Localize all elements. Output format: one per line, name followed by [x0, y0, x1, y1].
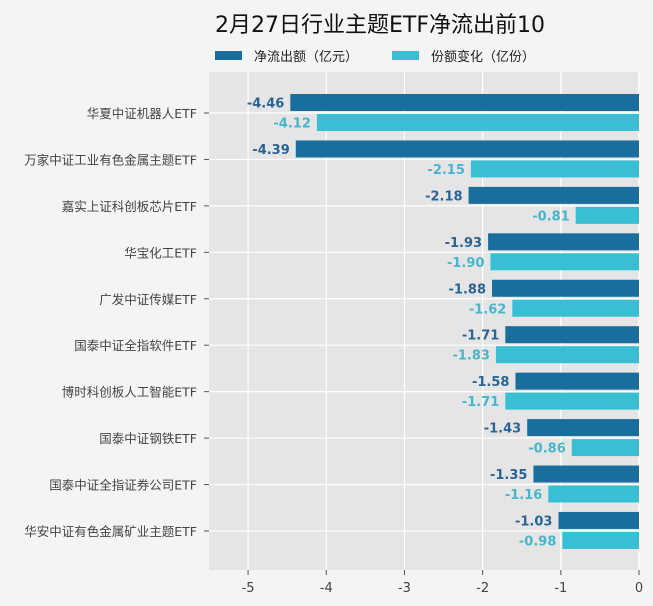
bar-net-outflow — [515, 372, 639, 390]
bar-share-change — [571, 439, 639, 457]
x-axis: -5 -4 -3 -2 -1 0 — [242, 570, 643, 596]
legend-swatch-0 — [215, 51, 242, 60]
category-label: 国泰中证全指证券公司ETF — [49, 478, 197, 493]
data-label: -1.03 — [515, 514, 552, 529]
data-label: -1.71 — [462, 395, 499, 410]
data-label: -4.46 — [247, 97, 284, 112]
bar-share-change — [548, 485, 639, 503]
bar-net-outflow — [558, 511, 639, 529]
x-tick-label: -4 — [320, 581, 333, 596]
data-label: -0.86 — [528, 442, 565, 457]
bar-share-change — [495, 346, 639, 364]
legend-swatch-1 — [392, 51, 419, 60]
bar-share-change — [490, 253, 639, 271]
bar-net-outflow — [505, 326, 639, 344]
bar-net-outflow — [295, 140, 639, 158]
data-label: -4.12 — [273, 117, 310, 132]
data-label: -1.58 — [472, 375, 509, 390]
data-label: -1.83 — [452, 349, 489, 364]
x-tick-label: -1 — [554, 581, 567, 596]
bar-share-change — [505, 392, 639, 410]
data-label: -4.39 — [252, 143, 289, 158]
bar-net-outflow — [527, 419, 639, 437]
data-label: -1.62 — [469, 302, 506, 317]
x-tick-label: -2 — [476, 581, 489, 596]
x-tick-label: 0 — [635, 581, 643, 596]
bar-share-change — [562, 531, 639, 549]
x-tick-label: -3 — [398, 581, 411, 596]
data-label: -1.71 — [462, 329, 499, 344]
chart-title: 2月27日行业主题ETF净流出前10 — [215, 13, 545, 38]
bar-net-outflow — [492, 279, 639, 297]
category-label: 华宝化工ETF — [124, 245, 197, 260]
legend-label-1: 份额变化（亿份） — [431, 49, 535, 65]
category-label: 华夏中证机器人ETF — [87, 106, 197, 121]
legend-label-0: 净流出额（亿元） — [254, 50, 358, 65]
legend: 净流出额（亿元） 份额变化（亿份） — [215, 49, 535, 65]
category-label: 国泰中证全指软件ETF — [74, 338, 197, 353]
bar-net-outflow — [290, 94, 639, 111]
category-labels: 华夏中证机器人ETF 万家中证工业有色金属主题ETF 嘉实上证科创板芯片ETF 华宝化… — [24, 106, 209, 539]
bar-share-change — [512, 299, 639, 317]
data-label: -1.93 — [445, 236, 482, 251]
x-tick-label: -5 — [242, 581, 255, 596]
data-label: -1.43 — [484, 422, 521, 437]
data-label: -1.35 — [490, 468, 527, 483]
bar-net-outflow — [488, 233, 639, 251]
bar-share-change — [470, 160, 639, 178]
data-label: -0.81 — [532, 209, 569, 224]
data-label: -2.15 — [427, 163, 464, 178]
category-label: 广发中证传媒ETF — [99, 292, 197, 307]
data-label: -1.16 — [505, 488, 542, 503]
bar-net-outflow — [533, 465, 639, 483]
category-label: 博时科创板人工智能ETF — [62, 385, 197, 400]
bar-share-change — [575, 206, 639, 224]
data-label: -1.88 — [449, 282, 486, 297]
bar-share-change — [316, 114, 639, 131]
category-label: 国泰中证钢铁ETF — [99, 431, 197, 446]
category-label: 万家中证工业有色金属主题ETF — [24, 152, 197, 167]
category-label: 华安中证有色金属矿业主题ETF — [24, 524, 197, 539]
bars: -4.46 -4.12 -4.39 -2.15 -2.18 -0.81 -1.93 -1.90… — [247, 94, 639, 549]
data-label: -2.18 — [425, 189, 462, 204]
bar-net-outflow — [468, 186, 639, 204]
data-label: -0.98 — [519, 534, 556, 549]
data-label: -1.90 — [447, 256, 484, 271]
category-label: 嘉实上证科创板芯片ETF — [62, 199, 197, 214]
